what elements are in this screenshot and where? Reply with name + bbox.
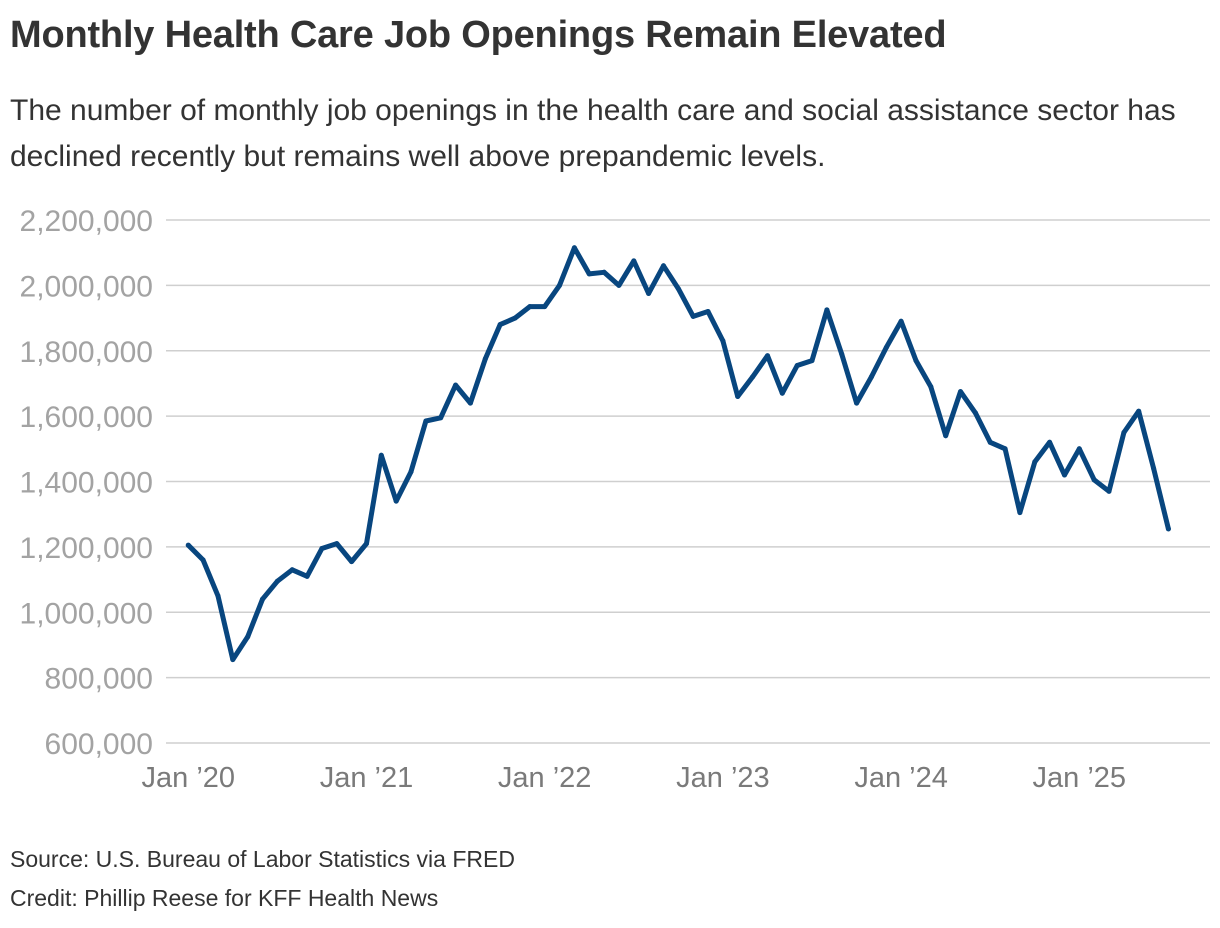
data-point: [393, 498, 399, 504]
data-point: [215, 593, 221, 599]
data-point: [334, 541, 340, 547]
data-point: [1165, 526, 1171, 532]
y-tick-label: 2,000,000: [20, 270, 153, 303]
y-axis-ticks: 600,000 800,000 1,000,000 1,200,000 1,400,00…: [20, 205, 153, 761]
data-point: [1121, 430, 1127, 435]
data-point: [883, 345, 889, 350]
y-tick-label: 1,400,000: [20, 467, 153, 500]
data-point: [794, 363, 800, 368]
data-point: [839, 351, 845, 357]
data-point: [765, 353, 770, 359]
data-point: [1106, 488, 1112, 494]
data-point: [972, 410, 978, 416]
data-point: [735, 394, 741, 399]
data-point: [245, 634, 251, 640]
data-point: [705, 309, 711, 314]
x-tick-label: Jan ’25: [1033, 762, 1127, 794]
data-point: [913, 358, 919, 364]
data-point: [408, 469, 414, 475]
line-chart: 600,000 800,000 1,000,000 1,200,000 1,400,00…: [20, 205, 1210, 794]
data-point: [943, 433, 949, 439]
data-point: [646, 291, 652, 296]
credit-note: Credit: Phillip Reese for KFF Health New…: [10, 885, 439, 911]
data-point: [958, 389, 963, 395]
data-point: [289, 567, 295, 573]
data-point: [616, 282, 622, 288]
data-point: [1151, 465, 1157, 471]
data-point: [1062, 472, 1067, 478]
data-point: [230, 657, 236, 663]
data-point: [497, 322, 503, 328]
data-point: [1136, 408, 1142, 414]
data-point: [928, 384, 934, 390]
data-point: [1047, 439, 1053, 445]
x-tick-label: Jan ’20: [142, 762, 236, 794]
x-tick-label: Jan ’24: [854, 762, 948, 794]
data-point: [631, 258, 637, 264]
y-tick-label: 1,600,000: [20, 401, 153, 434]
data-point: [467, 400, 473, 406]
gridlines: [166, 219, 1210, 744]
y-tick-label: 800,000: [45, 663, 153, 696]
data-point: [185, 542, 191, 548]
data-point: [779, 390, 785, 396]
x-tick-label: Jan ’22: [498, 762, 592, 794]
chart-title: Monthly Health Care Job Openings Remain …: [10, 14, 947, 56]
data-point: [319, 546, 325, 551]
data-point: [304, 573, 310, 579]
data-point: [482, 356, 488, 362]
data-point: [453, 382, 459, 388]
data-point: [438, 415, 444, 421]
data-point: [1076, 446, 1082, 452]
data-point: [1002, 446, 1008, 452]
data-point: [586, 271, 592, 277]
data-point: [423, 418, 429, 424]
data-point: [542, 304, 548, 310]
data-point: [601, 269, 607, 275]
data-point: [1017, 510, 1023, 516]
y-tick-label: 1,000,000: [20, 597, 153, 630]
y-tick-label: 600,000: [45, 728, 153, 761]
x-tick-label: Jan ’21: [320, 762, 414, 794]
data-point: [274, 578, 280, 584]
chart-subtitle: The number of monthly job openings in th…: [10, 94, 1176, 173]
data-point: [750, 374, 756, 380]
data-point: [898, 318, 904, 324]
x-axis-ticks: Jan ’20 Jan ’21 Jan ’22 Jan ’23 Jan ’24 Jan ’…: [142, 762, 1127, 794]
data-point: [260, 596, 265, 602]
data-point: [661, 263, 666, 269]
data-point: [557, 282, 562, 288]
x-tick-label: Jan ’23: [676, 762, 770, 794]
data-point: [364, 541, 369, 547]
data-point: [527, 304, 533, 310]
data-point: [1091, 477, 1097, 483]
data-point: [1032, 459, 1038, 465]
data-point: [512, 315, 518, 321]
y-tick-label: 1,800,000: [20, 336, 153, 369]
data-point: [824, 307, 830, 313]
data-point: [868, 374, 874, 380]
data-point: [675, 286, 681, 292]
data-point: [571, 245, 577, 251]
y-tick-label: 2,200,000: [20, 205, 153, 238]
series-layer: [185, 245, 1171, 663]
data-point: [854, 400, 860, 406]
data-point: [720, 338, 726, 344]
y-tick-label: 1,200,000: [20, 532, 153, 565]
data-point: [809, 358, 815, 364]
series-line: [185, 245, 1171, 663]
data-point: [690, 313, 696, 319]
data-point: [200, 557, 206, 563]
data-point: [349, 559, 355, 565]
data-point: [987, 439, 993, 445]
source-note: Source: U.S. Bureau of Labor Statistics …: [10, 846, 515, 872]
data-point: [378, 452, 384, 458]
